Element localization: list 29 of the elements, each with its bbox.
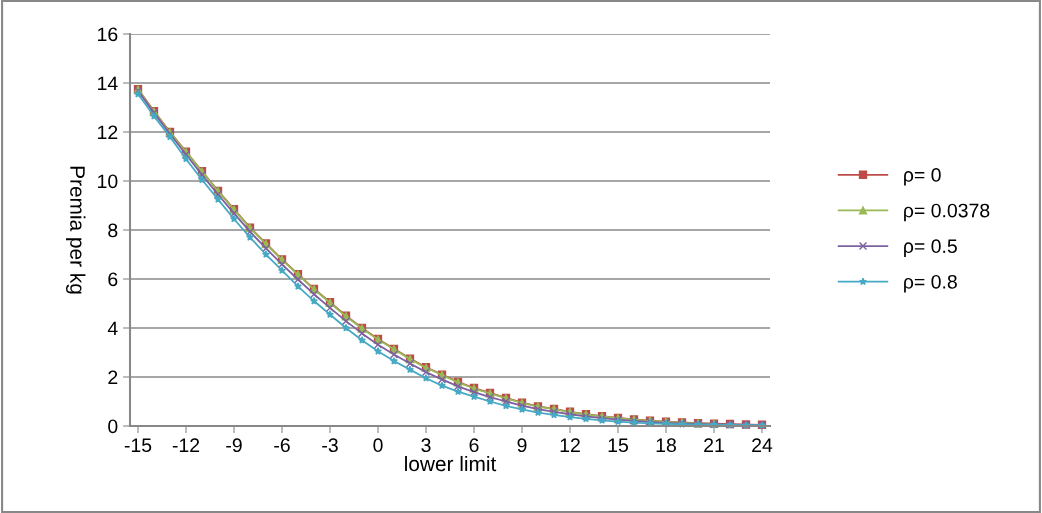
x-tick-label: 12 bbox=[560, 438, 580, 452]
legend-label: ρ= 0.0378 bbox=[904, 203, 990, 222]
x-tick-label: -12 bbox=[172, 438, 200, 452]
x-tick-label: 15 bbox=[608, 438, 628, 453]
y-axis-title: Premia per kg bbox=[66, 166, 86, 294]
x-tick-label: 18 bbox=[656, 438, 676, 453]
x-tick-label: 0 bbox=[373, 438, 383, 453]
y-tick-label: 10 bbox=[98, 174, 118, 189]
x-tick-label: 24 bbox=[752, 438, 773, 452]
y-tick-label: 0 bbox=[108, 419, 118, 434]
y-tick-label: 6 bbox=[108, 272, 118, 287]
y-tick-label: 14 bbox=[98, 76, 118, 91]
x-tick-label: -6 bbox=[274, 438, 290, 453]
x-tick-label: 6 bbox=[469, 438, 479, 453]
x-tick-label: -3 bbox=[322, 438, 338, 453]
legend-label: ρ= 0 bbox=[904, 168, 941, 186]
y-tick-label: 2 bbox=[108, 370, 118, 385]
x-tick-label: -15 bbox=[124, 438, 152, 453]
x-tick-label: 9 bbox=[517, 438, 527, 453]
x-tick-label: 21 bbox=[704, 438, 724, 452]
x-tick-label: 3 bbox=[421, 438, 431, 453]
y-tick-label: 12 bbox=[98, 125, 118, 140]
x-tick-label: -9 bbox=[226, 438, 242, 453]
legend-label: ρ= 0.8 bbox=[904, 274, 957, 293]
y-tick-label: 4 bbox=[107, 321, 118, 336]
legend-label: ρ= 0.5 bbox=[904, 239, 957, 257]
x-axis-title: lower limit bbox=[405, 455, 497, 472]
y-tick-label: 8 bbox=[108, 223, 118, 238]
y-tick-label: 16 bbox=[98, 27, 118, 42]
